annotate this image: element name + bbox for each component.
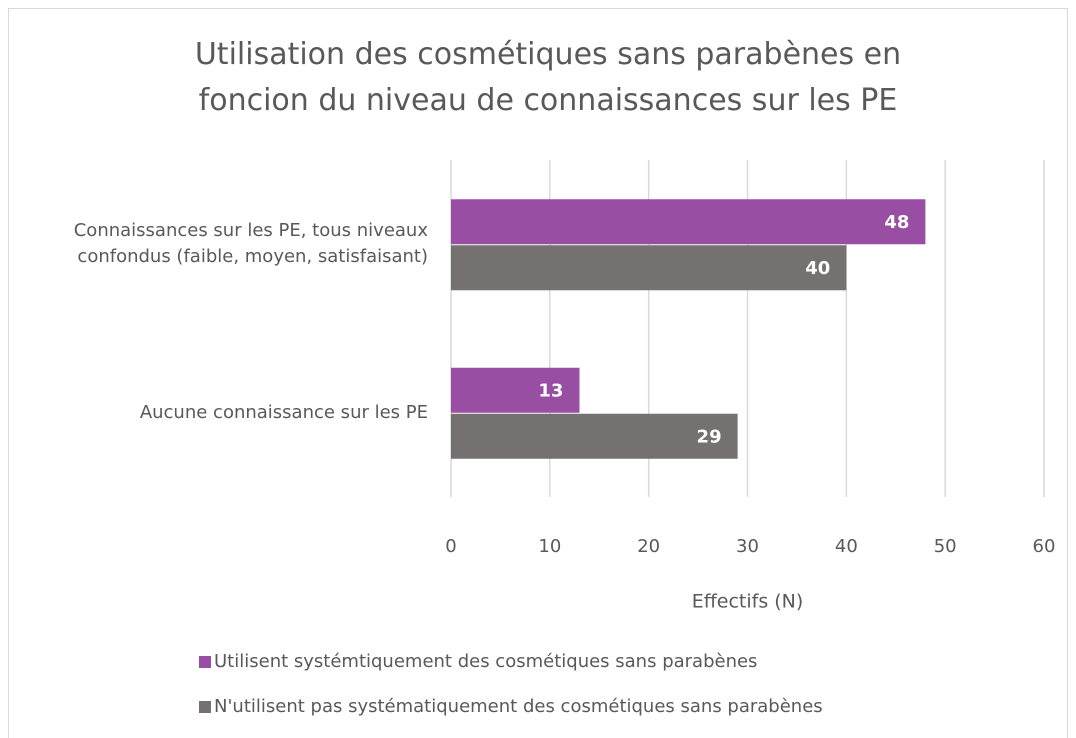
y-tick-label: Aucune connaissance sur les PE [139,401,428,423]
chart-frame [8,8,1068,738]
x-tick-label: 20 [637,536,660,557]
x-axis-title: Effectifs (N) [692,591,804,613]
bar [451,199,926,245]
data-label: 29 [697,426,722,447]
y-tick-label: Connaissances sur les PE, tous niveaux c… [73,220,428,268]
legend-swatch [199,656,211,668]
bar [451,367,580,413]
bar [451,245,847,291]
legend-label: N'utilisent pas systématiquement des cos… [214,696,823,717]
x-tick-label: 40 [835,536,858,557]
data-label: 48 [884,212,909,233]
legend-swatch [199,701,211,713]
data-label: 13 [538,380,563,401]
x-tick-label: 10 [538,536,561,557]
x-tick-label: 60 [1033,536,1056,557]
data-label: 40 [805,258,830,279]
x-tick-label: 30 [736,536,759,557]
legend-label: Utilisent systémtiquement des cosmétique… [214,651,757,672]
bar [451,413,738,459]
x-tick-label: 50 [934,536,957,557]
x-tick-label: 0 [445,536,456,557]
chart-title: Utilisation des cosmétiques sans parabèn… [194,37,902,118]
